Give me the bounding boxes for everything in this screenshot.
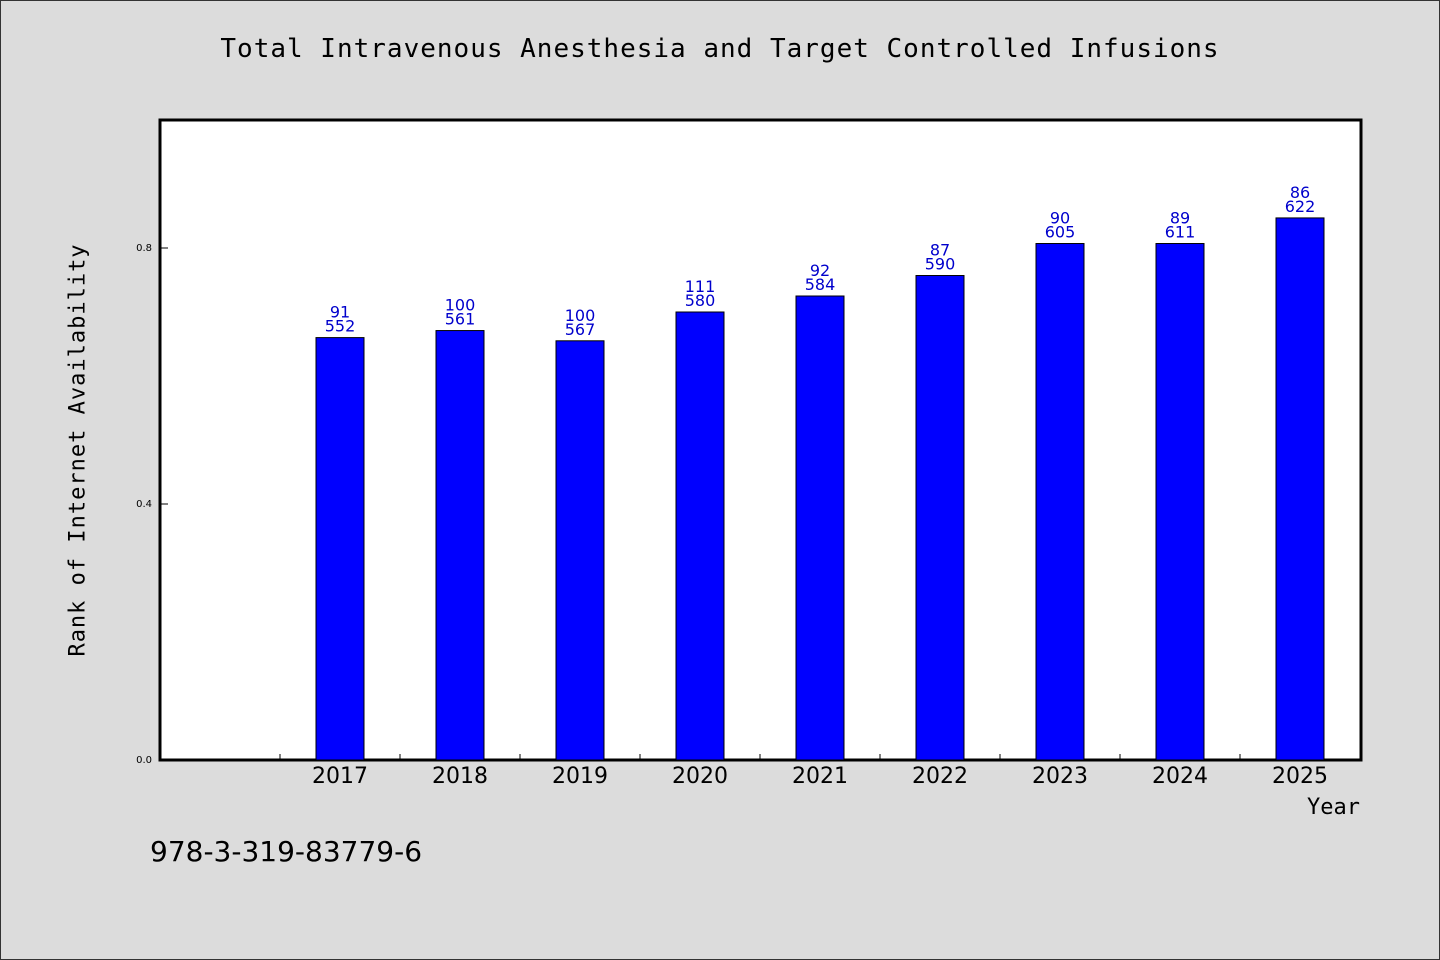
y-ticks-group: 0.0 0.4 0.8 — [136, 243, 168, 766]
bar-label-bottom-2023: 605 — [1045, 223, 1076, 242]
x-tick-label-2018: 2018 — [432, 764, 488, 789]
bar-2023 — [1035, 243, 1085, 761]
bar-2021 — [795, 295, 845, 761]
x-ticks-group: 2017 2018 2019 2020 2021 2022 2023 2024 2025 — [279, 754, 1361, 789]
bar-label-top-2020: 111 — [685, 277, 716, 296]
bar-label-top-2022: 87 — [930, 241, 950, 260]
bar-label-top-2021: 92 — [810, 261, 830, 280]
bar-label-bottom-2021: 584 — [805, 275, 836, 294]
bar-label-top-2025: 86 — [1290, 183, 1310, 202]
x-tick-label-2019: 2019 — [552, 764, 608, 789]
bar-label-bottom-2020: 580 — [685, 291, 716, 310]
bar-2020 — [675, 311, 725, 761]
x-tick-label-2020: 2020 — [672, 764, 728, 789]
bar-2025 — [1275, 217, 1325, 761]
bar-label-bottom-2018: 561 — [445, 310, 476, 329]
y-tick-label-0.8: 0.8 — [136, 243, 152, 254]
bar-label-bottom-2017: 552 — [325, 317, 356, 336]
bar-2018 — [435, 330, 485, 761]
bar-label-bottom-2022: 590 — [925, 255, 956, 274]
x-tick-label-2023: 2023 — [1032, 764, 1088, 789]
bar-label-bottom-2025: 622 — [1285, 197, 1316, 216]
bar-label-bottom-2024: 611 — [1165, 223, 1196, 242]
bar-2017 — [315, 337, 365, 761]
x-tick-label-2022: 2022 — [912, 764, 968, 789]
y-tick-label-0.4: 0.4 — [136, 499, 152, 510]
isbn-text: 978-3-319-83779-6 — [150, 835, 423, 868]
bar-2022 — [915, 275, 965, 761]
x-tick-label-2021: 2021 — [792, 764, 848, 789]
x-axis-label: Year — [1307, 795, 1360, 820]
bars-group — [315, 217, 1325, 761]
bar-label-top-2023: 90 — [1050, 209, 1070, 228]
bar-label-top-2017: 91 — [330, 303, 350, 322]
bar-label-top-2018: 100 — [445, 296, 476, 315]
bar-label-bottom-2019: 567 — [565, 320, 596, 339]
bar-2024 — [1155, 243, 1205, 761]
x-tick-label-2025: 2025 — [1272, 764, 1328, 789]
bar-label-top-2019: 100 — [565, 306, 596, 325]
bar-2019 — [555, 340, 605, 761]
chart-title: Total Intravenous Anesthesia and Target … — [220, 34, 1220, 64]
x-tick-label-2017: 2017 — [312, 764, 368, 789]
x-tick-label-2024: 2024 — [1152, 764, 1208, 789]
y-tick-label-0.0: 0.0 — [136, 755, 152, 766]
bar-label-top-2024: 89 — [1170, 209, 1190, 228]
